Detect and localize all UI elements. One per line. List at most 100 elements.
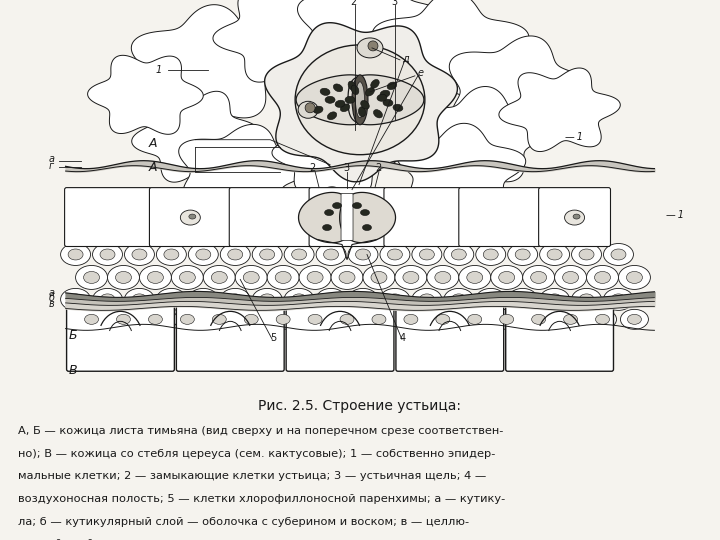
Ellipse shape <box>164 249 179 260</box>
Ellipse shape <box>356 82 364 118</box>
Ellipse shape <box>325 210 333 215</box>
Ellipse shape <box>333 202 341 208</box>
Ellipse shape <box>451 249 467 260</box>
Ellipse shape <box>156 288 186 310</box>
Text: — 1: — 1 <box>564 132 582 141</box>
Ellipse shape <box>371 79 379 88</box>
Text: 1: 1 <box>156 65 162 75</box>
Ellipse shape <box>611 249 626 260</box>
Ellipse shape <box>132 249 147 260</box>
Ellipse shape <box>366 87 374 96</box>
Ellipse shape <box>189 244 218 266</box>
Ellipse shape <box>109 309 138 329</box>
Ellipse shape <box>356 249 371 260</box>
Ellipse shape <box>353 202 361 208</box>
Ellipse shape <box>531 314 546 325</box>
Ellipse shape <box>587 266 618 289</box>
Ellipse shape <box>341 104 350 112</box>
Text: мальные клетки; 2 — замыкающие клетки устьица; 3 — устьичная щель; 4 —: мальные клетки; 2 — замыкающие клетки ус… <box>18 471 486 482</box>
Ellipse shape <box>412 288 442 310</box>
Ellipse shape <box>345 96 355 103</box>
Ellipse shape <box>181 314 194 325</box>
Ellipse shape <box>359 107 366 117</box>
Text: в: в <box>49 299 55 309</box>
Ellipse shape <box>276 314 290 325</box>
Text: А: А <box>148 161 157 174</box>
Ellipse shape <box>435 272 451 284</box>
Ellipse shape <box>525 309 553 329</box>
Ellipse shape <box>68 249 83 260</box>
Polygon shape <box>88 55 203 134</box>
Ellipse shape <box>316 288 346 310</box>
Ellipse shape <box>377 94 387 102</box>
FancyBboxPatch shape <box>384 187 461 246</box>
Ellipse shape <box>260 249 274 260</box>
Ellipse shape <box>562 272 579 284</box>
Ellipse shape <box>60 244 91 266</box>
Ellipse shape <box>348 81 356 91</box>
Text: б: б <box>49 293 55 303</box>
FancyBboxPatch shape <box>176 302 284 371</box>
Ellipse shape <box>348 288 378 310</box>
Ellipse shape <box>451 294 467 305</box>
Ellipse shape <box>140 266 171 289</box>
Ellipse shape <box>325 96 335 103</box>
Ellipse shape <box>539 244 570 266</box>
Ellipse shape <box>267 266 299 289</box>
Ellipse shape <box>333 84 343 92</box>
Text: 5: 5 <box>270 333 276 343</box>
Ellipse shape <box>374 110 382 118</box>
Ellipse shape <box>387 294 402 305</box>
Ellipse shape <box>244 314 258 325</box>
Ellipse shape <box>295 45 425 154</box>
Text: 2: 2 <box>309 163 315 173</box>
Ellipse shape <box>84 272 99 284</box>
Ellipse shape <box>371 272 387 284</box>
Ellipse shape <box>141 309 169 329</box>
Ellipse shape <box>352 75 368 125</box>
Text: е: е <box>418 68 424 78</box>
Ellipse shape <box>588 309 616 329</box>
Ellipse shape <box>627 314 642 325</box>
Ellipse shape <box>419 294 434 305</box>
Ellipse shape <box>476 244 505 266</box>
Ellipse shape <box>618 266 650 289</box>
Ellipse shape <box>235 266 267 289</box>
Ellipse shape <box>564 210 585 225</box>
Ellipse shape <box>323 294 338 305</box>
Ellipse shape <box>171 266 203 289</box>
Ellipse shape <box>491 266 523 289</box>
Ellipse shape <box>397 309 425 329</box>
Ellipse shape <box>100 249 115 260</box>
Ellipse shape <box>444 244 474 266</box>
Ellipse shape <box>573 214 580 219</box>
Ellipse shape <box>100 294 115 305</box>
Ellipse shape <box>333 309 361 329</box>
Ellipse shape <box>252 288 282 310</box>
Text: д: д <box>402 54 409 64</box>
Polygon shape <box>179 124 310 213</box>
Ellipse shape <box>203 266 235 289</box>
Ellipse shape <box>508 288 538 310</box>
Ellipse shape <box>316 244 346 266</box>
Ellipse shape <box>238 309 265 329</box>
Ellipse shape <box>299 266 331 289</box>
Text: 3: 3 <box>343 163 349 173</box>
Ellipse shape <box>516 249 530 260</box>
FancyBboxPatch shape <box>459 187 541 246</box>
Ellipse shape <box>380 244 410 266</box>
Ellipse shape <box>284 288 314 310</box>
Text: Рис. 2.5. Строение устьица:: Рис. 2.5. Строение устьица: <box>258 399 462 413</box>
Polygon shape <box>348 75 424 125</box>
Polygon shape <box>299 192 354 242</box>
FancyBboxPatch shape <box>150 187 231 246</box>
Polygon shape <box>297 0 448 76</box>
Text: В: В <box>68 364 77 377</box>
Ellipse shape <box>564 314 577 325</box>
Ellipse shape <box>348 244 378 266</box>
Ellipse shape <box>307 272 323 284</box>
Ellipse shape <box>554 266 587 289</box>
Ellipse shape <box>557 309 585 329</box>
Ellipse shape <box>531 272 546 284</box>
Ellipse shape <box>387 249 402 260</box>
